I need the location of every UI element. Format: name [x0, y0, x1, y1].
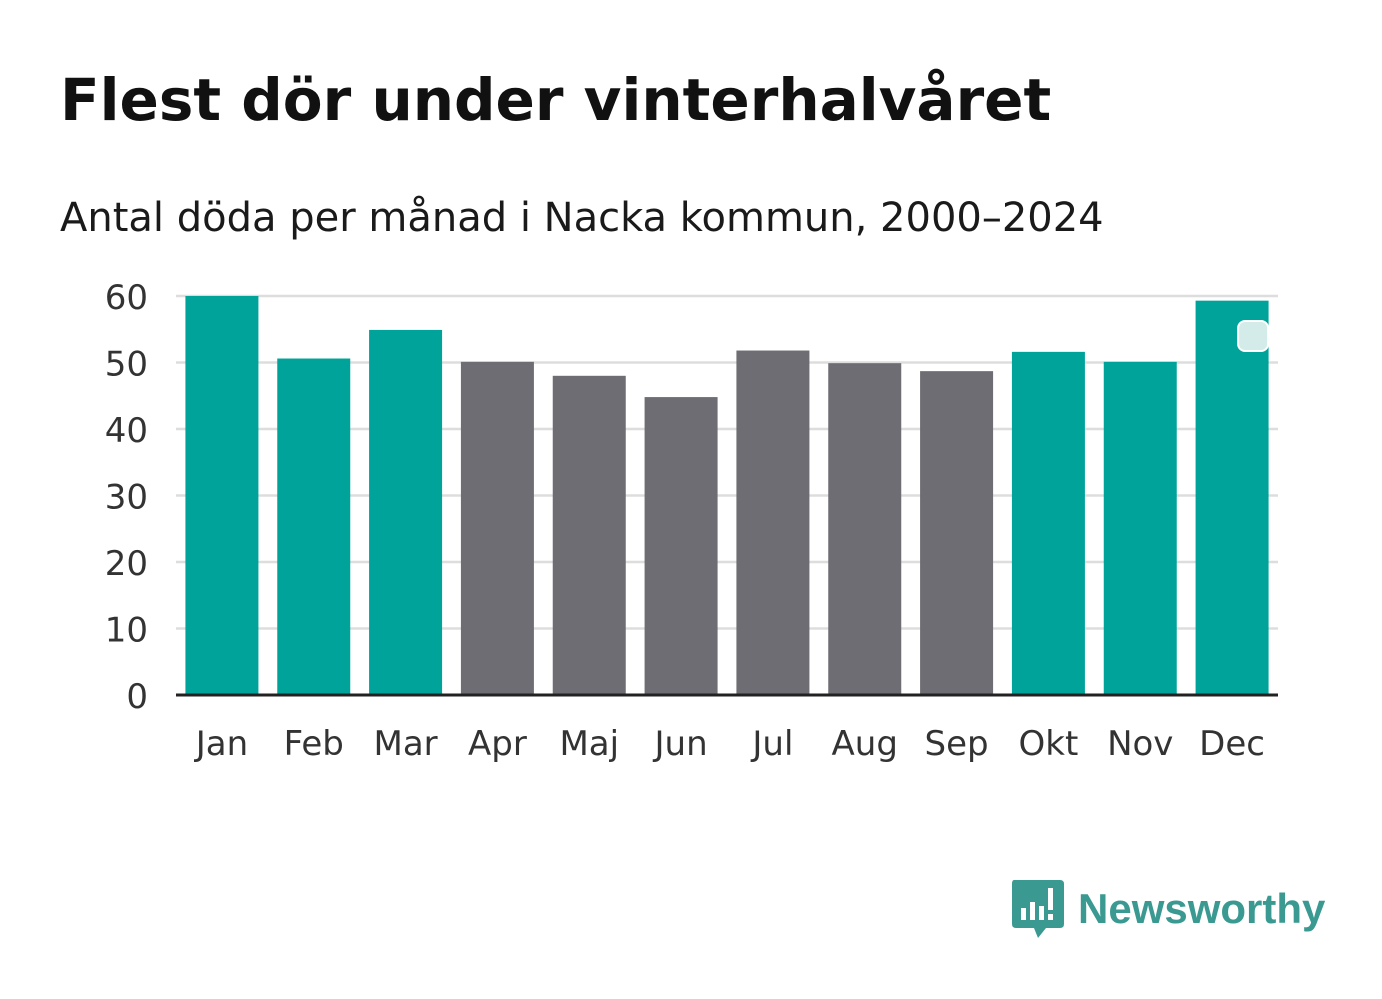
bar-mar — [369, 329, 443, 695]
bar-apr — [460, 361, 534, 695]
bar-dec — [1195, 300, 1269, 695]
x-tick-label: Maj — [559, 724, 619, 764]
x-tick-label: Dec — [1199, 724, 1265, 764]
x-tick-label: Mar — [374, 724, 438, 764]
bar-aug — [828, 363, 902, 695]
bar-sep — [920, 371, 994, 695]
y-tick-label: 20 — [105, 544, 148, 584]
bar-maj — [552, 375, 626, 695]
bar-chart: 0 10 20 30 40 50 60 Jan Feb Mar Apr Maj Jun Jul Aug Se… — [105, 278, 1278, 764]
x-tick-label: Aug — [832, 724, 898, 764]
brand: Newsworthy — [1010, 878, 1325, 940]
bar-jan — [185, 296, 259, 695]
grid-lines — [176, 294, 1278, 630]
newsworthy-logo-icon — [1012, 880, 1064, 938]
brand-name: Newsworthy — [1078, 885, 1326, 932]
y-tick-label: 0 — [126, 677, 148, 717]
x-tick-label: Nov — [1107, 724, 1173, 764]
chart-title: Flest dör under vinterhalvåret — [60, 66, 1052, 134]
x-tick-label: Okt — [1019, 724, 1079, 764]
y-tick-label: 50 — [105, 345, 148, 385]
bar-jul — [736, 350, 810, 695]
x-tick-label: Jan — [194, 724, 248, 764]
bar-okt — [1011, 351, 1085, 695]
x-tick-label: Feb — [284, 724, 344, 764]
y-tick-label: 40 — [105, 411, 148, 451]
bar-feb — [277, 358, 351, 695]
bar-nov — [1103, 361, 1177, 695]
x-tick-label: Jul — [750, 724, 793, 764]
y-tick-label: 30 — [105, 478, 148, 518]
bar-jun — [644, 397, 718, 695]
y-axis-tick-labels: 0 10 20 30 40 50 60 — [105, 278, 148, 717]
bars — [185, 296, 1269, 695]
last-value-marker — [1237, 320, 1270, 352]
x-tick-label: Jun — [653, 724, 708, 764]
y-tick-label: 60 — [105, 278, 148, 318]
x-tick-label: Sep — [925, 724, 989, 764]
chart-subtitle: Antal döda per månad i Nacka kommun, 200… — [60, 195, 1104, 241]
x-axis-tick-labels: Jan Feb Mar Apr Maj Jun Jul Aug Sep Okt Nov Dec — [194, 724, 1265, 764]
y-tick-label: 10 — [105, 611, 148, 651]
x-tick-label: Apr — [468, 724, 527, 764]
